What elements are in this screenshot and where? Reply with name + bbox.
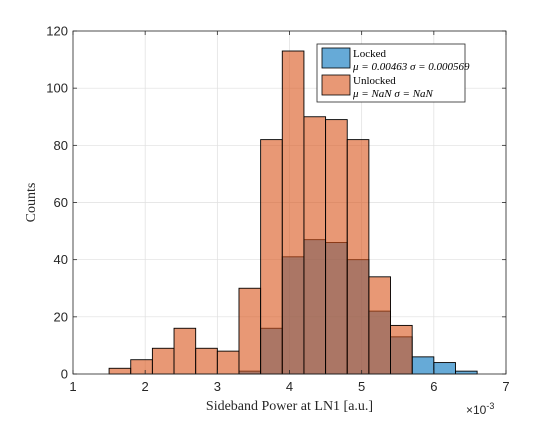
x-axis-label: Sideband Power at LN1 [a.u.] (206, 399, 373, 414)
bar-unlocked (238, 287, 262, 375)
x-tick-label: 2 (142, 379, 149, 394)
legend-label-unlocked: Unlocked (353, 75, 396, 87)
bar-unlocked (130, 359, 153, 375)
legend-label-locked: Locked (353, 48, 386, 60)
bar-locked (433, 362, 456, 375)
bar-unlocked (303, 116, 327, 375)
y-tick-label: 120 (46, 24, 68, 39)
legend: Locked μ = 0.00463 σ = 0.000569 Unlocked… (316, 43, 470, 103)
bar-unlocked (346, 139, 370, 375)
bar-locked (411, 356, 435, 375)
x-tick-label: 3 (214, 379, 221, 394)
x-tick-label: 4 (286, 379, 293, 394)
legend-stats-unlocked: μ = NaN σ = NaN (352, 88, 434, 100)
legend-stats-locked: μ = 0.00463 σ = 0.000569 (352, 61, 470, 73)
bar-unlocked (281, 50, 305, 375)
x-exponent-power: -3 (486, 401, 494, 411)
bar-unlocked (151, 347, 175, 375)
legend-swatch-unlocked (321, 74, 351, 96)
bar-locked (455, 370, 478, 375)
y-axis-label: Counts (24, 183, 39, 223)
bar-unlocked (260, 139, 283, 375)
x-tick-label: 1 (69, 379, 76, 394)
bar-unlocked (325, 119, 348, 375)
y-tick-label: 0 (61, 367, 68, 382)
bar-unlocked (173, 327, 197, 375)
bar-unlocked (368, 276, 391, 375)
y-tick-label: 60 (54, 195, 68, 210)
x-exponent-base: ×10 (466, 403, 487, 417)
bar-unlocked (216, 350, 240, 375)
y-tick-label: 40 (54, 252, 68, 267)
bar-unlocked (390, 324, 413, 375)
bar-unlocked (108, 367, 132, 375)
x-tick-label: 7 (502, 379, 509, 394)
axes (72, 30, 507, 375)
legend-swatch-locked (321, 47, 351, 69)
y-tick-label: 100 (46, 81, 68, 96)
bar-unlocked (195, 347, 218, 375)
x-tick-label: 5 (358, 379, 365, 394)
x-axis-exponent: ×10-3 (466, 401, 494, 417)
x-tick-label: 6 (430, 379, 437, 394)
tick-labels: 1 2 3 4 5 6 7 0 20 40 60 80 100 120 (46, 24, 509, 395)
y-tick-label: 80 (54, 138, 68, 153)
y-tick-label: 20 (54, 309, 68, 324)
